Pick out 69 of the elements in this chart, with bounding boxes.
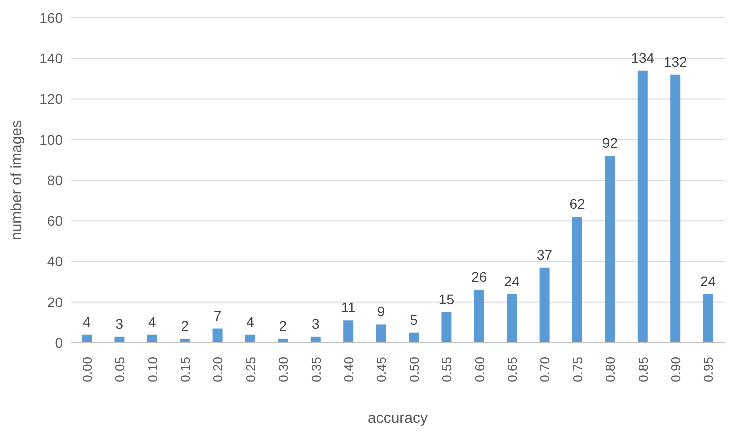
- data-label: 2: [181, 318, 190, 334]
- bar: [474, 290, 484, 343]
- bar: [507, 294, 518, 343]
- data-label: 11: [341, 300, 356, 316]
- data-label: 26: [472, 269, 488, 286]
- bar: [310, 336, 321, 343]
- bar: [540, 268, 550, 343]
- bar: [638, 70, 648, 343]
- bar: [82, 334, 92, 343]
- bar: [703, 294, 714, 343]
- bar: [344, 320, 354, 343]
- data-label: 132: [664, 54, 688, 70]
- x-tick-label: 0.75: [570, 357, 586, 382]
- data-label: 134: [631, 50, 655, 66]
- y-tick-label: 0: [55, 334, 64, 351]
- data-label: 4: [246, 314, 255, 330]
- bar: [442, 312, 452, 343]
- y-axis-title: number of images: [8, 120, 26, 240]
- x-tick-label: 0.80: [603, 357, 618, 382]
- x-axis-title: accuracy: [368, 410, 429, 427]
- bar: [670, 74, 681, 343]
- data-label: 2: [279, 318, 288, 334]
- x-tick-label: 0.55: [440, 357, 455, 382]
- x-tick-label: 0.40: [341, 357, 356, 382]
- data-label: 15: [438, 292, 455, 308]
- x-tick-label: 0.15: [178, 357, 193, 382]
- bar: [246, 334, 256, 343]
- data-label: 92: [602, 135, 618, 152]
- x-tick-label: 0.90: [668, 357, 684, 382]
- bar: [409, 332, 419, 343]
- data-label: 3: [116, 316, 124, 332]
- bar: [147, 334, 158, 343]
- data-label: 7: [214, 308, 222, 324]
- x-tick-label: 0.60: [472, 357, 488, 382]
- x-tick-label: 0.00: [80, 357, 95, 382]
- data-label: 4: [148, 314, 156, 330]
- y-tick-label: 120: [40, 91, 64, 108]
- data-label: 3: [312, 316, 320, 332]
- x-tick-label: 0.35: [308, 357, 324, 382]
- data-label: 62: [570, 196, 586, 212]
- x-tick-label: 0.70: [538, 357, 553, 382]
- bar: [114, 336, 125, 343]
- y-tick-label: 60: [47, 213, 64, 230]
- y-tick-label: 140: [40, 50, 64, 67]
- x-tick-label: 0.20: [210, 357, 226, 382]
- bar: [572, 217, 582, 343]
- y-tick-label: 80: [47, 172, 64, 188]
- data-label: 24: [504, 273, 520, 290]
- bar: [376, 324, 386, 343]
- x-tick-label: 0.25: [243, 357, 258, 382]
- y-tick-label: 100: [40, 132, 64, 148]
- x-tick-label: 0.30: [276, 357, 292, 382]
- data-label: 37: [537, 246, 553, 263]
- x-tick-label: 0.95: [701, 357, 716, 382]
- x-tick-label: 0.50: [406, 357, 422, 382]
- data-label: 5: [410, 312, 418, 328]
- bar: [212, 328, 223, 343]
- y-tick-label: 20: [47, 294, 64, 310]
- x-tick-label: 0.05: [112, 357, 128, 382]
- data-label: 9: [377, 304, 386, 320]
- data-label: 4: [83, 314, 92, 330]
- x-tick-label: 0.45: [374, 357, 390, 382]
- bar: [605, 156, 616, 343]
- y-tick-label: 40: [47, 254, 64, 270]
- data-label: 24: [700, 273, 716, 290]
- x-tick-label: 0.10: [145, 357, 160, 382]
- y-tick-label: 160: [40, 10, 64, 26]
- x-tick-label: 0.65: [504, 357, 520, 382]
- x-tick-label: 0.85: [636, 357, 651, 382]
